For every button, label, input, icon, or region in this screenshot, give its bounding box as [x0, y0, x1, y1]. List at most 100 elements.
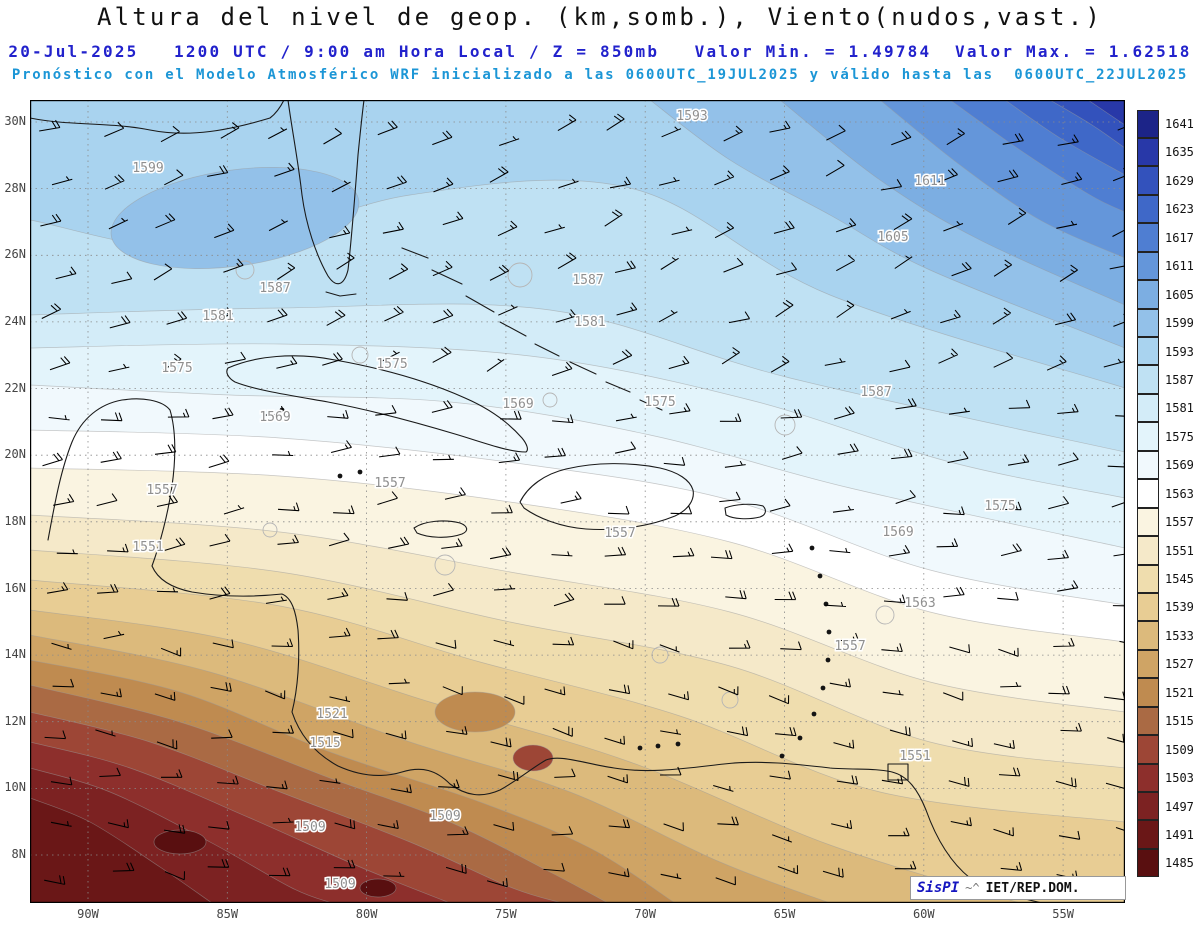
colorbar-label: 1605	[1165, 287, 1194, 302]
colorbar-row: 1515	[1137, 706, 1194, 736]
colorbar-row: 1539	[1137, 592, 1194, 622]
colorbar-cell	[1137, 422, 1159, 451]
colorbar-row: 1485	[1137, 848, 1194, 878]
colorbar-label: 1629	[1165, 173, 1194, 188]
contour-label: 1569	[259, 410, 290, 425]
contour-label: 1587	[259, 281, 290, 296]
lat-tick-label: 18N	[4, 513, 26, 528]
contour-label: 1599	[132, 161, 163, 176]
map-border	[30, 100, 1125, 903]
colorbar-cell	[1137, 137, 1159, 167]
colorbar-label: 1575	[1165, 429, 1194, 444]
colorbar-row: 1557	[1137, 507, 1194, 537]
lon-tick-label: 55W	[1052, 907, 1074, 921]
colorbar-label: 1581	[1165, 401, 1194, 416]
watermark: SisPI ~^ IET/REP.DOM.	[910, 876, 1126, 900]
colorbar-label: 1563	[1165, 486, 1194, 501]
watermark-brand: SisPI	[917, 880, 960, 896]
chart-subtitle-model: Pronóstico con el Modelo Atmosférico WRF…	[11, 67, 1189, 83]
colorbar-label: 1491	[1165, 827, 1194, 842]
contour-label: 1515	[309, 736, 340, 751]
contour-label: 1575	[376, 357, 407, 372]
chart-subtitle-datetime: 20-Jul-2025 1200 UTC / 9:00 am Hora Loca…	[8, 42, 1192, 61]
colorbar-row: 1497	[1137, 792, 1194, 821]
colorbar-cell	[1137, 479, 1159, 508]
colorbar-row: 1503	[1137, 763, 1194, 792]
colorbar-cell	[1137, 792, 1159, 821]
contour-label: 1551	[899, 749, 930, 764]
lat-tick-label: 28N	[4, 180, 26, 195]
contour-label: 1611	[914, 174, 945, 189]
colorbar-cell	[1137, 166, 1159, 195]
lat-tick-label: 10N	[4, 780, 26, 795]
contour-label: 1557	[146, 483, 177, 498]
colorbar-row: 1605	[1137, 280, 1194, 309]
colorbar-cell	[1137, 621, 1159, 650]
lat-tick-label: 20N	[4, 447, 26, 462]
colorbar-label: 1551	[1165, 543, 1194, 558]
colorbar-row: 1611	[1137, 251, 1194, 281]
colorbar-label: 1623	[1165, 202, 1194, 217]
colorbar-row: 1527	[1137, 649, 1194, 679]
contour-map: 1593 1599 1611 1605 1587 1587 1581 1581 1575 1575…	[30, 100, 1125, 903]
colorbar-cell	[1137, 450, 1159, 480]
coastlines-layer	[30, 100, 1043, 903]
contour-label: 1581	[574, 315, 605, 330]
contour-label: 1551	[132, 540, 163, 555]
colorbar-row: 1551	[1137, 536, 1194, 565]
colorbar-label: 1611	[1165, 259, 1194, 274]
colorbar-label: 1485	[1165, 856, 1194, 871]
colorbar-cell	[1137, 649, 1159, 679]
contour-label: 1575	[644, 395, 675, 410]
chart-title: Altura del nivel de geop. (km,somb.), Vi…	[96, 3, 1103, 31]
contour-label: 1587	[860, 385, 891, 400]
colorbar-label: 1617	[1165, 230, 1194, 245]
colorbar-cell	[1137, 706, 1159, 736]
colorbar-row: 1575	[1137, 422, 1194, 451]
colorbar-row: 1509	[1137, 735, 1194, 764]
colorbar-row: 1581	[1137, 393, 1194, 423]
lat-tick-label: 30N	[4, 114, 26, 128]
colorbar-cell	[1137, 280, 1159, 309]
colorbar-row: 1599	[1137, 308, 1194, 337]
contour-label: 1557	[374, 476, 405, 491]
colorbar-label: 1599	[1165, 316, 1194, 331]
lat-tick-label: 24N	[4, 313, 26, 328]
colorbar-label: 1533	[1165, 628, 1194, 643]
contour-label: 1575	[161, 361, 192, 376]
colorbar-cell	[1137, 308, 1159, 337]
colorbar-label: 1635	[1165, 145, 1194, 160]
colorbar-label: 1545	[1165, 572, 1194, 586]
colorbar-label: 1557	[1165, 515, 1194, 530]
contour-label: 1569	[882, 525, 913, 540]
colorbar-cell	[1137, 365, 1159, 394]
colorbar-cell	[1137, 592, 1159, 622]
colorbar-row: 1569	[1137, 450, 1194, 480]
lon-tick-label: 65W	[773, 907, 796, 921]
colorbar-cell	[1137, 251, 1159, 281]
colorbar-label: 1503	[1165, 771, 1194, 786]
colorbar-cell	[1137, 678, 1159, 707]
graticule	[30, 100, 1125, 903]
colorbar-label: 1641	[1165, 117, 1194, 131]
lat-tick-label: 16N	[4, 580, 26, 595]
contour-label: 1605	[877, 230, 908, 245]
contour-label: 1569	[502, 397, 533, 412]
lat-tick-label: 12N	[4, 713, 26, 728]
colorbar-row: 1617	[1137, 223, 1194, 252]
colorbar: 1641 1635 1629 1623 1617 1611 1605 1599 1593 1587…	[1137, 109, 1194, 878]
lon-tick-label: 70W	[634, 907, 657, 921]
watermark-org: IET/REP.DOM.	[985, 880, 1080, 896]
contour-label: 1557	[604, 526, 635, 541]
colorbar-row: 1545	[1137, 564, 1194, 593]
lon-tick-label: 85W	[216, 907, 239, 921]
colorbar-cell	[1137, 564, 1159, 593]
lon-tick-label: 60W	[912, 907, 935, 921]
contour-label: 1581	[202, 309, 233, 324]
colorbar-row: 1563	[1137, 479, 1194, 508]
colorbar-cell	[1137, 507, 1159, 537]
colorbar-label: 1527	[1165, 657, 1194, 672]
lat-tick-label: 8N	[11, 847, 26, 861]
colorbar-label: 1593	[1165, 344, 1194, 359]
